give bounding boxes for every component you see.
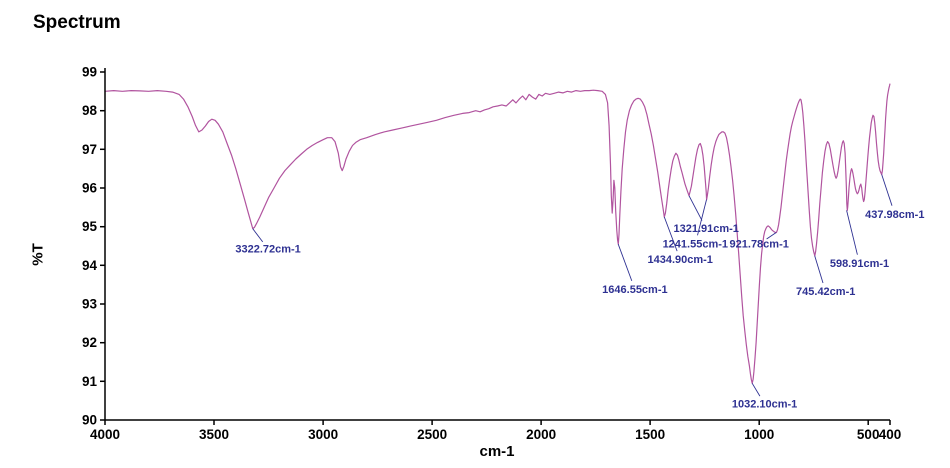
- peak-annotation-line: [766, 232, 777, 240]
- peak-annotation-label: 598.91cm-1: [830, 258, 889, 270]
- x-tick-label: 1500: [635, 427, 665, 442]
- x-tick-label: 4000: [90, 427, 120, 442]
- peak-annotation-line: [751, 383, 761, 397]
- peak-annotation-label: 437.98cm-1: [865, 209, 924, 221]
- peak-annotation-label: 3322.72cm-1: [235, 244, 300, 256]
- y-tick-label: 99: [82, 65, 97, 80]
- y-tick-label: 95: [82, 219, 98, 234]
- x-tick-label: 2500: [417, 427, 447, 442]
- x-tick-label: 3500: [199, 427, 229, 442]
- x-tick-label: 500: [857, 427, 880, 442]
- y-tick-label: 92: [82, 335, 97, 350]
- x-tick-label: 3000: [308, 427, 338, 442]
- peak-annotation-line: [697, 199, 707, 236]
- y-tick-label: 97: [82, 142, 97, 157]
- y-tick-label: 98: [82, 103, 98, 118]
- peak-annotation-line: [617, 243, 633, 282]
- y-tick-label: 96: [82, 181, 98, 196]
- peak-annotation-label: 921.78cm-1: [730, 239, 789, 251]
- peak-annotation-line: [814, 255, 824, 284]
- y-tick-label: 93: [82, 297, 98, 312]
- y-tick-label: 91: [82, 374, 98, 389]
- x-tick-label: 2000: [526, 427, 556, 442]
- x-tick-label: 400: [879, 427, 902, 442]
- peak-annotation-line: [881, 174, 893, 206]
- x-axis-label: cm-1: [479, 443, 515, 460]
- spectrum-curve: [104, 83, 891, 384]
- chart-title: Spectrum: [33, 12, 121, 33]
- peak-annotation-label: 1434.90cm-1: [647, 254, 712, 266]
- peak-annotation-label: 1241.55cm-1: [663, 239, 728, 251]
- peak-annotation-label: 1032.10cm-1: [732, 398, 797, 410]
- peak-annotation-line: [663, 216, 678, 252]
- peak-annotation-line: [846, 210, 858, 255]
- peak-annotation-line: [252, 228, 264, 243]
- peak-annotation-label: 745.42cm-1: [796, 286, 855, 298]
- y-tick-label: 90: [82, 413, 97, 428]
- x-tick-label: 1000: [744, 427, 774, 442]
- y-axis-label: %T: [29, 243, 47, 266]
- peak-annotation-line: [688, 195, 703, 221]
- peak-annotation-label: 1321.91cm-1: [673, 223, 738, 235]
- y-tick-label: 94: [82, 258, 98, 273]
- peak-annotation-label: 1646.55cm-1: [602, 284, 667, 296]
